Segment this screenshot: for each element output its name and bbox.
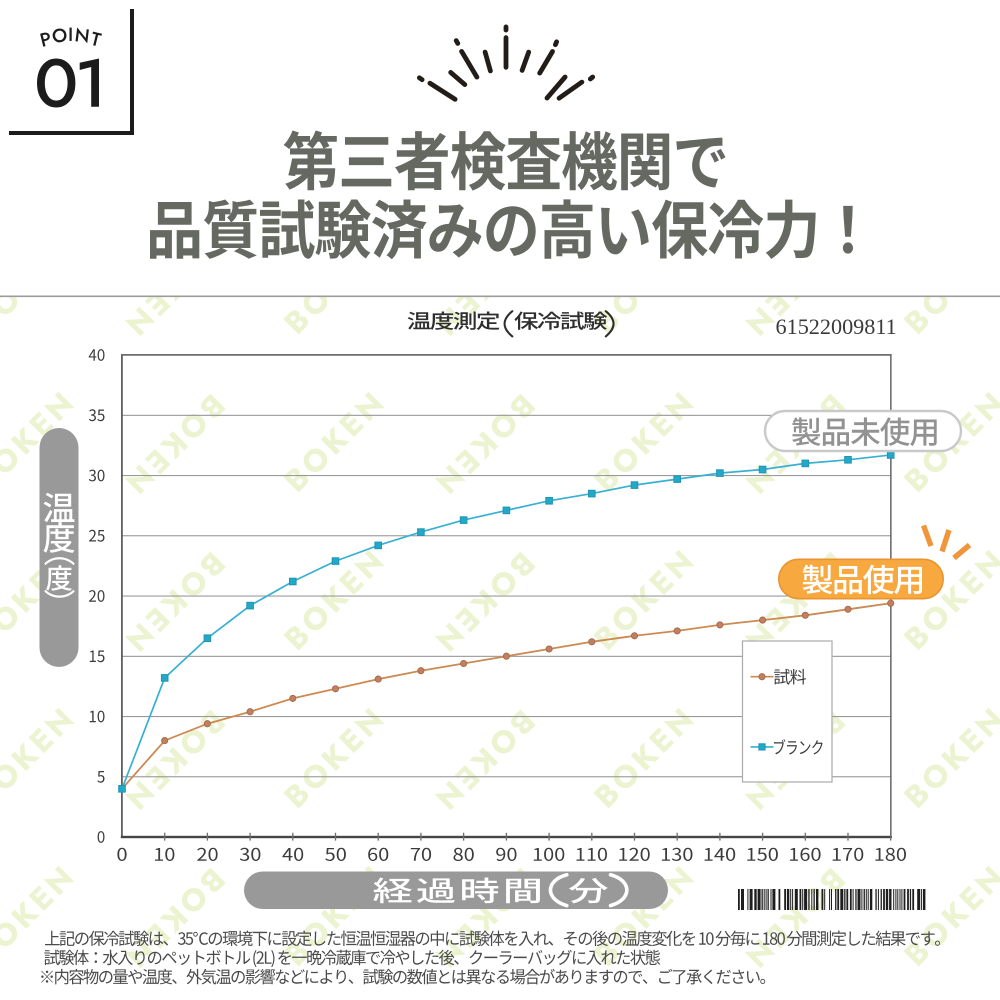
svg-text:61522009811: 61522009811 [776, 314, 897, 339]
